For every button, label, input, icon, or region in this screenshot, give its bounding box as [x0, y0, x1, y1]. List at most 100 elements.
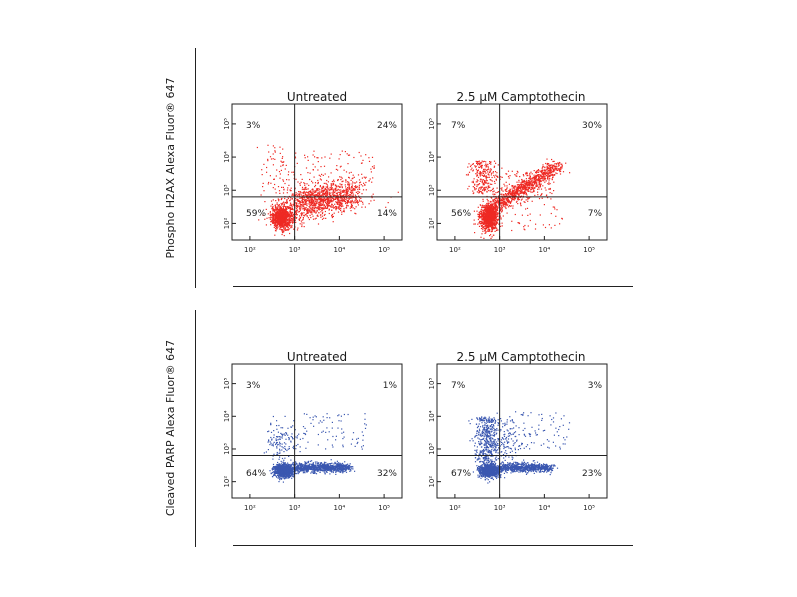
event-point [482, 222, 484, 224]
event-point [493, 206, 495, 208]
event-point [327, 207, 329, 209]
event-point [365, 176, 367, 178]
event-point [477, 223, 479, 225]
event-point [319, 191, 321, 193]
event-point [272, 145, 274, 147]
event-point [485, 211, 487, 213]
row2-left-divider [195, 310, 196, 547]
event-point [480, 188, 482, 190]
event-point [275, 212, 277, 214]
event-point [513, 188, 515, 190]
event-point [559, 168, 561, 170]
event-point [346, 188, 348, 190]
event-point [283, 474, 286, 476]
event-point [330, 183, 332, 185]
event-point [474, 165, 476, 167]
event-point [287, 187, 289, 189]
event-point [337, 198, 339, 201]
event-point [519, 192, 521, 194]
event-point [301, 197, 303, 200]
event-point [337, 200, 339, 202]
event-point [277, 221, 279, 223]
event-point [330, 199, 332, 201]
event-point [310, 216, 312, 219]
event-point [493, 180, 496, 183]
event-point [553, 206, 556, 208]
event-point [490, 222, 493, 224]
event-point [482, 200, 484, 202]
event-point [289, 219, 291, 221]
event-point [280, 160, 282, 162]
event-point [518, 222, 521, 225]
event-point [523, 191, 525, 193]
event-point [490, 208, 492, 210]
event-point [288, 214, 290, 216]
event-point [527, 174, 529, 177]
event-point [278, 226, 280, 228]
event-point [516, 170, 518, 172]
event-point [311, 193, 314, 195]
event-point [310, 192, 313, 194]
event-point [281, 161, 283, 163]
event-point [343, 189, 345, 191]
event-point [295, 193, 297, 195]
event-point [522, 180, 524, 182]
event-point [341, 150, 343, 152]
event-point [295, 210, 297, 212]
event-point [348, 154, 351, 156]
event-point [500, 202, 502, 204]
event-point [482, 211, 484, 213]
event-point [498, 223, 500, 225]
event-point [489, 206, 491, 208]
event-point [504, 195, 506, 197]
event-point [277, 220, 279, 222]
event-point [494, 214, 496, 216]
event-point [296, 162, 298, 164]
event-point [492, 193, 494, 195]
event-point [487, 224, 489, 226]
event-point [542, 173, 544, 175]
event-point [334, 187, 337, 189]
event-point [506, 194, 508, 196]
event-point [535, 170, 537, 172]
event-point [541, 172, 543, 174]
event-point [359, 200, 361, 202]
event-point [472, 169, 474, 171]
event-point [333, 192, 335, 194]
x-tick-label: 10⁴ [539, 246, 551, 254]
event-point [281, 203, 284, 205]
event-point [358, 184, 360, 186]
event-point [329, 186, 331, 189]
event-point [533, 189, 535, 191]
event-point [306, 192, 308, 194]
event-point [479, 162, 481, 164]
event-point [474, 166, 477, 168]
event-point [302, 218, 304, 220]
event-point [294, 157, 297, 159]
event-point [273, 221, 275, 224]
event-point [274, 472, 276, 474]
event-point [355, 197, 357, 199]
event-point [332, 200, 334, 202]
event-point [278, 220, 281, 223]
event-point [290, 202, 292, 204]
event-point [291, 198, 293, 200]
event-point [301, 212, 303, 214]
event-point [509, 205, 511, 207]
event-point [521, 187, 523, 189]
event-point [329, 193, 331, 195]
event-point [287, 215, 289, 218]
event-point [511, 195, 513, 197]
event-point [343, 191, 345, 193]
event-point [285, 213, 287, 215]
event-point [345, 198, 347, 201]
event-point [275, 215, 277, 218]
event-point [486, 180, 488, 182]
event-point [333, 212, 335, 214]
event-point [549, 170, 551, 172]
event-point [303, 226, 305, 228]
event-point [486, 204, 488, 206]
event-point [312, 203, 314, 205]
event-point [539, 174, 541, 176]
event-point [487, 167, 489, 169]
